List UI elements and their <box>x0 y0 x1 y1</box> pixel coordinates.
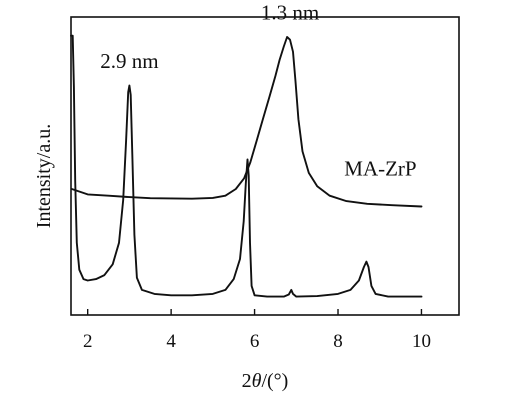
annotation-layer: 1.3 nm 2.9 nm MA-ZrP <box>100 1 416 181</box>
x-tick-labels: 2 4 6 8 10 <box>83 331 431 352</box>
x-axis-label-prefix: 2 <box>242 370 252 392</box>
y-axis-label: Intensity/a.u. <box>33 124 55 228</box>
plot-frame <box>70 16 460 316</box>
x-tick-label-2: 6 <box>250 331 260 352</box>
series-line-1 <box>70 34 423 298</box>
x-tick-label-1: 4 <box>166 331 176 352</box>
annotation-0: 1.3 nm <box>261 1 319 25</box>
x-axis-label: 2θ/(°) <box>242 370 289 392</box>
x-tick-label-3: 8 <box>333 331 343 352</box>
annotation-1: 2.9 nm <box>100 49 158 73</box>
x-ticks <box>86 309 423 315</box>
series-layer <box>70 34 423 298</box>
annotation-2: MA-ZrP <box>344 157 416 181</box>
series-line-0 <box>70 36 423 208</box>
x-axis-label-symbol: θ <box>252 370 262 392</box>
x-axis-label-unit: /(°) <box>261 370 288 392</box>
x-tick-label-4: 10 <box>412 331 431 352</box>
x-tick-label-0: 2 <box>83 331 93 352</box>
